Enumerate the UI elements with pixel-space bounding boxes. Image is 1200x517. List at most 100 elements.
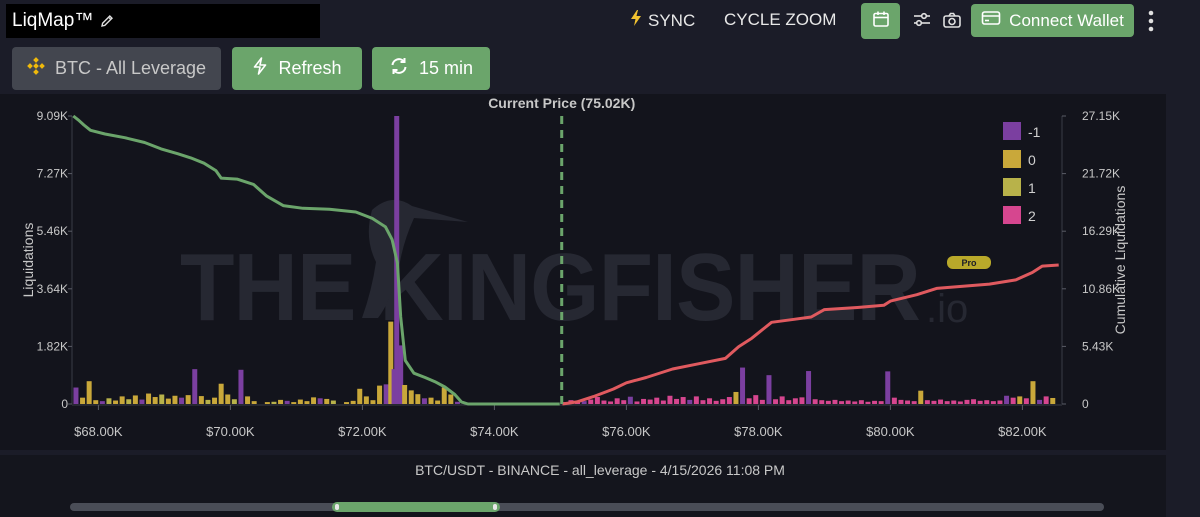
liquidation-bar[interactable] xyxy=(428,397,434,404)
liquidation-bar[interactable] xyxy=(944,401,950,404)
legend-swatch[interactable] xyxy=(1003,206,1021,224)
liquidation-bar[interactable] xyxy=(291,402,297,404)
liquidation-bar[interactable] xyxy=(415,394,421,404)
liquidation-bar[interactable] xyxy=(779,396,785,404)
liquidation-bar[interactable] xyxy=(278,399,284,404)
liquidation-bar[interactable] xyxy=(408,390,414,404)
legend-label[interactable]: 0 xyxy=(1028,152,1036,168)
edit-pencil-icon[interactable] xyxy=(100,14,114,28)
liquidation-bar[interactable] xyxy=(911,401,917,404)
liquidation-bar[interactable] xyxy=(317,398,323,404)
liquidation-bar[interactable] xyxy=(865,401,871,404)
liquidation-bar[interactable] xyxy=(251,401,257,404)
liquidation-bar[interactable] xyxy=(674,398,680,404)
liquidation-bar[interactable] xyxy=(324,398,330,404)
liquidation-bar[interactable] xyxy=(759,399,765,404)
liquidation-bar[interactable] xyxy=(383,384,389,404)
liquidation-bar[interactable] xyxy=(885,371,891,404)
liquidation-bar[interactable] xyxy=(608,401,614,404)
liquidation-bar[interactable] xyxy=(402,384,408,404)
liquidation-bar[interactable] xyxy=(357,388,363,404)
liquidation-bar[interactable] xyxy=(852,401,858,404)
liquidation-bar[interactable] xyxy=(304,401,310,404)
liquidation-bar[interactable] xyxy=(707,398,713,404)
liquidation-bar[interactable] xyxy=(733,391,739,404)
liquidation-bar[interactable] xyxy=(126,399,132,404)
liquidation-bar[interactable] xyxy=(614,398,620,404)
liquidation-bar[interactable] xyxy=(192,369,198,404)
liquidation-bar[interactable] xyxy=(627,396,633,404)
liquidation-bar[interactable] xyxy=(905,400,911,404)
liquidation-bar[interactable] xyxy=(398,345,404,404)
settings-sliders-icon[interactable] xyxy=(911,9,933,31)
liquidation-bar[interactable] xyxy=(680,397,686,404)
refresh-button[interactable]: Refresh xyxy=(232,47,362,90)
liquidation-bar[interactable] xyxy=(377,385,383,404)
liquidation-bar[interactable] xyxy=(284,400,290,404)
liquidation-bar[interactable] xyxy=(93,400,99,404)
liquidation-bar[interactable] xyxy=(819,400,825,404)
liquidation-bar[interactable] xyxy=(687,399,693,404)
range-scrollbar[interactable] xyxy=(70,503,1104,511)
liquidation-bar[interactable] xyxy=(388,321,394,404)
liquidation-bar[interactable] xyxy=(693,396,699,404)
liquidation-bar[interactable] xyxy=(86,381,92,404)
liquidation-bar[interactable] xyxy=(990,401,996,404)
liquidation-bar[interactable] xyxy=(238,369,244,404)
liquidation-bar[interactable] xyxy=(726,397,732,404)
liquidation-bar[interactable] xyxy=(997,400,1003,404)
liquidation-bar[interactable] xyxy=(918,390,924,404)
liquidation-bar[interactable] xyxy=(435,400,441,404)
liquidation-bar[interactable] xyxy=(245,396,251,404)
range-handle-left[interactable] xyxy=(335,504,339,510)
liquidation-bar[interactable] xyxy=(971,399,977,404)
liquidation-bar[interactable] xyxy=(647,399,653,404)
liquidation-bar[interactable] xyxy=(205,399,211,404)
liquidation-bar[interactable] xyxy=(898,399,904,404)
range-handle-right[interactable] xyxy=(493,504,497,510)
liquidation-bar[interactable] xyxy=(231,399,237,404)
pair-selector[interactable]: BTC - All Leverage xyxy=(12,47,221,90)
liquidation-bar[interactable] xyxy=(621,400,627,404)
liquidation-bar[interactable] xyxy=(297,399,303,404)
liquidation-bar[interactable] xyxy=(799,397,805,404)
liquidation-bar[interactable] xyxy=(832,399,838,404)
legend-swatch[interactable] xyxy=(1003,122,1021,140)
liquidation-bar[interactable] xyxy=(119,396,125,404)
liquidation-bar[interactable] xyxy=(938,399,944,404)
liquidation-bar[interactable] xyxy=(113,400,119,404)
liquidation-bar[interactable] xyxy=(1043,396,1049,404)
liquidation-bar[interactable] xyxy=(957,401,963,404)
cycle-zoom-button[interactable]: CYCLE ZOOM xyxy=(724,10,837,29)
liquidation-bar[interactable] xyxy=(1004,395,1010,404)
liquidation-bar[interactable] xyxy=(773,399,779,404)
liquidation-bar[interactable] xyxy=(641,398,647,404)
legend-swatch[interactable] xyxy=(1003,150,1021,168)
liquidation-bar[interactable] xyxy=(218,383,224,404)
liquidation-bar[interactable] xyxy=(1023,398,1029,404)
liquidation-bar[interactable] xyxy=(264,402,270,404)
liquidation-bar[interactable] xyxy=(80,397,86,404)
liquidation-bar[interactable] xyxy=(812,399,818,404)
legend-label[interactable]: 2 xyxy=(1028,208,1036,224)
liquidation-bar[interactable] xyxy=(753,395,759,404)
liquidation-bar[interactable] xyxy=(179,397,185,404)
liquidation-bar[interactable] xyxy=(667,395,673,404)
liquidation-bar[interactable] xyxy=(951,400,957,404)
liquidation-bar[interactable] xyxy=(964,399,970,404)
liquidation-bar[interactable] xyxy=(73,387,79,404)
camera-icon[interactable] xyxy=(941,9,963,31)
connect-wallet-button[interactable]: Connect Wallet xyxy=(971,4,1134,37)
liquidation-bar[interactable] xyxy=(370,400,376,404)
liquidation-bar[interactable] xyxy=(454,401,460,404)
liquidation-bar[interactable] xyxy=(878,401,884,404)
liquidation-bar[interactable] xyxy=(1030,381,1036,404)
interval-button[interactable]: 15 min xyxy=(372,47,490,90)
liquidation-bar[interactable] xyxy=(660,400,666,404)
liquidation-bar[interactable] xyxy=(185,395,191,404)
liquidation-bar[interactable] xyxy=(391,369,397,404)
liquidation-bar[interactable] xyxy=(330,400,336,404)
liquidation-bar[interactable] xyxy=(766,375,772,404)
liquidation-bar[interactable] xyxy=(581,401,587,404)
liquidation-bar[interactable] xyxy=(311,397,317,404)
